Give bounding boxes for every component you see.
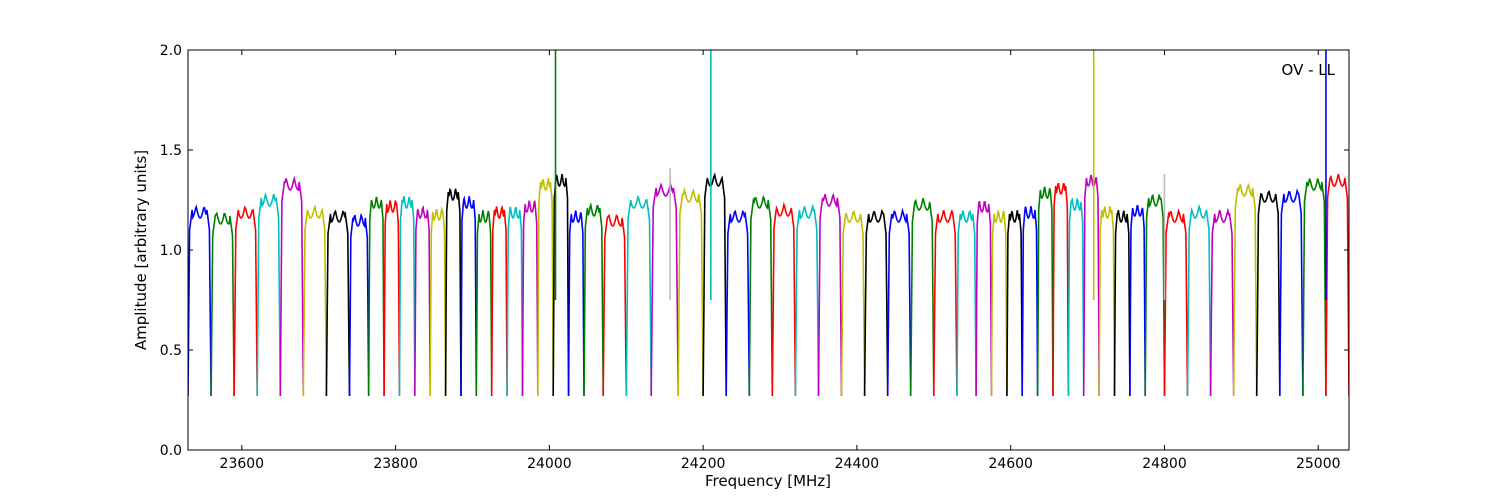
band-series-line xyxy=(537,178,554,397)
band-series-line xyxy=(840,209,866,397)
band-series-line xyxy=(975,200,993,397)
band-series-line xyxy=(886,207,912,397)
band-series-line xyxy=(210,211,235,397)
band-series-line xyxy=(650,181,679,397)
band-series-line xyxy=(444,187,462,397)
band-series-line xyxy=(188,204,212,397)
y-axis-title: Amplitude [arbitrary units] xyxy=(132,150,150,350)
band-series-line xyxy=(1186,203,1212,397)
x-tick-label: 24200 xyxy=(681,456,726,472)
spike-layer xyxy=(554,50,1327,300)
band-series-line xyxy=(279,175,305,397)
band-series-line xyxy=(460,195,478,397)
band-series-line xyxy=(490,204,508,397)
band-series-line xyxy=(348,212,370,397)
band-series-line xyxy=(1006,210,1023,397)
band-series-line xyxy=(325,209,351,397)
band-series-line xyxy=(1302,177,1327,397)
band-series-line xyxy=(625,194,652,397)
band-series-line xyxy=(1052,182,1070,397)
band-series-line xyxy=(414,204,431,397)
band-series-line xyxy=(817,192,843,397)
plot-background xyxy=(188,50,1349,450)
band-series-line xyxy=(475,209,493,397)
chart-annotation: OV - LL xyxy=(1282,61,1336,79)
x-tick-label: 23600 xyxy=(220,456,265,472)
band-series-line xyxy=(1021,206,1039,397)
y-tick-label: 0.0 xyxy=(160,443,182,459)
x-tick-label: 24600 xyxy=(988,456,1033,472)
x-tick-label: 23800 xyxy=(373,456,418,472)
band-series-line xyxy=(725,209,751,397)
x-axis: 23600 23800 24000 24200 24400 24600 24800 25000 xyxy=(220,50,1341,472)
band-series-line xyxy=(1163,208,1189,397)
band-series-line xyxy=(933,208,958,397)
band-series-line xyxy=(1098,206,1116,397)
band-series-line xyxy=(567,210,585,397)
x-tick-label: 24000 xyxy=(527,456,572,472)
band-series-line xyxy=(256,192,282,397)
band-series-line xyxy=(1129,204,1146,397)
y-tick-label: 1.0 xyxy=(160,243,182,259)
band-series-line xyxy=(429,206,447,397)
band-series-line xyxy=(956,209,977,397)
band-series-line xyxy=(506,206,524,397)
band-series-line xyxy=(302,204,328,397)
x-tick-label: 24400 xyxy=(835,456,880,472)
band-series-line xyxy=(990,209,1008,397)
band-series-line xyxy=(521,199,539,397)
band-series-line xyxy=(1144,193,1166,397)
band-series-line xyxy=(383,200,401,397)
y-tick-label: 0.5 xyxy=(160,343,182,359)
band-series-line xyxy=(1279,188,1304,397)
band-series-line xyxy=(233,205,258,397)
band-series-line xyxy=(1067,197,1085,397)
band-series-line xyxy=(1232,182,1258,397)
band-series-line xyxy=(583,202,604,397)
band-series-line xyxy=(1209,207,1235,397)
band-series-line xyxy=(1255,190,1281,397)
band-series-line xyxy=(1113,210,1131,397)
x-tick-label: 25000 xyxy=(1296,456,1341,472)
band-series-line xyxy=(748,194,774,397)
y-tick-label: 2.0 xyxy=(160,43,182,59)
band-series-line xyxy=(909,198,935,397)
band-series-line xyxy=(398,195,416,397)
band-series-line xyxy=(863,208,889,397)
band-series-line xyxy=(1036,186,1054,397)
x-axis-title: Frequency [MHz] xyxy=(705,472,831,490)
series-layer xyxy=(188,172,1349,397)
band-series-line xyxy=(771,201,797,397)
band-series-line xyxy=(1082,174,1100,397)
y-tick-label: 1.5 xyxy=(160,143,182,159)
band-series-line xyxy=(702,172,727,397)
x-tick-label: 24800 xyxy=(1142,456,1187,472)
band-series-line xyxy=(794,203,820,397)
band-series-line xyxy=(677,187,704,397)
band-series-line xyxy=(1325,173,1349,397)
y-axis: 0.0 0.5 1.0 1.5 2.0 xyxy=(160,43,1349,459)
band-series-line xyxy=(602,213,628,397)
band-series-line xyxy=(367,196,385,397)
